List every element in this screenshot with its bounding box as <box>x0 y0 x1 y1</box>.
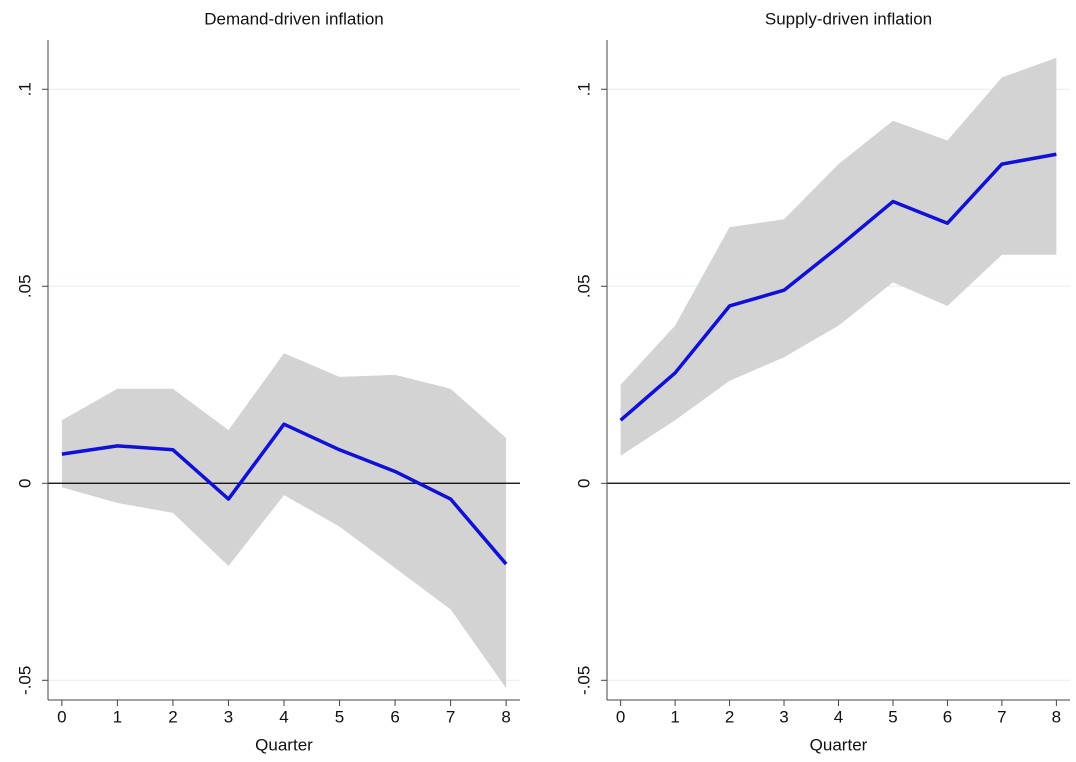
y-tick-label: .05 <box>574 274 593 298</box>
y-tick-label: 0 <box>15 479 34 488</box>
y-tick-label: .05 <box>15 274 34 298</box>
x-tick-label: 6 <box>943 707 952 726</box>
x-tick-label: 1 <box>113 707 122 726</box>
x-tick-label: 8 <box>501 707 510 726</box>
x-tick-label: 5 <box>888 707 897 726</box>
x-tick-label: 1 <box>670 707 679 726</box>
x-tick-label: 6 <box>390 707 399 726</box>
x-tick-label: 4 <box>279 707 288 726</box>
y-tick-label: 0 <box>574 479 593 488</box>
chart-title: Supply-driven inflation <box>765 9 932 28</box>
x-tick-label: 4 <box>834 707 843 726</box>
x-tick-label: 2 <box>725 707 734 726</box>
line <box>619 152 1057 422</box>
confidence-band <box>620 57 1057 456</box>
x-tick-label: 5 <box>335 707 344 726</box>
x-tick-label: 3 <box>224 707 233 726</box>
x-tick-label: 0 <box>57 707 66 726</box>
x-axis-label: Quarter <box>255 735 313 754</box>
y-tick-label: .1 <box>574 82 593 96</box>
x-axis-label: Quarter <box>810 735 868 754</box>
confidence-band <box>61 353 507 689</box>
chart-title: Demand-driven inflation <box>204 9 384 28</box>
y-tick-label: .1 <box>15 82 34 96</box>
x-tick-label: 7 <box>446 707 455 726</box>
y-tick-label: -.05 <box>15 666 34 695</box>
x-tick-label: 0 <box>616 707 625 726</box>
x-tick-label: 8 <box>1052 707 1061 726</box>
x-tick-label: 3 <box>779 707 788 726</box>
line <box>61 422 508 566</box>
x-tick-label: 2 <box>168 707 177 726</box>
y-tick-label: -.05 <box>574 666 593 695</box>
x-tick-label: 7 <box>997 707 1006 726</box>
